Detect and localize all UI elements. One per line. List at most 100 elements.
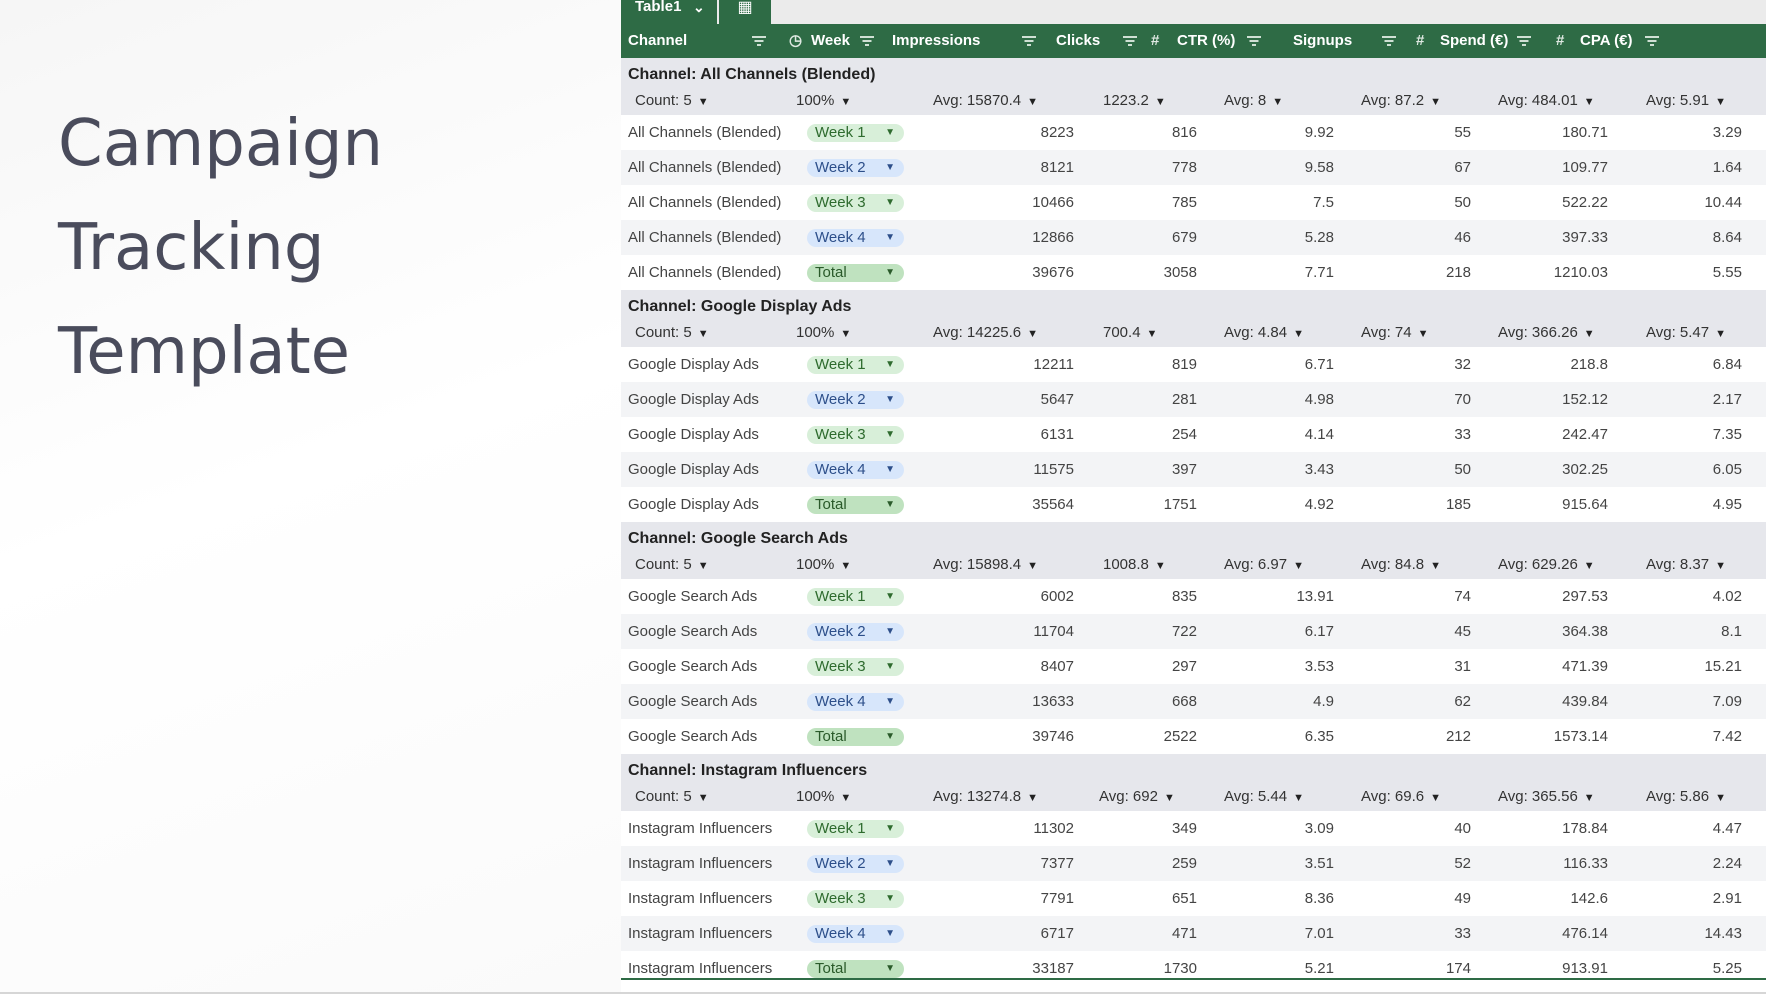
cell-cpa[interactable]: 1.64 (1712, 159, 1742, 176)
cell-spend[interactable]: 302.25 (1562, 461, 1608, 478)
cell-cpa[interactable]: 8.64 (1712, 229, 1742, 246)
week-select[interactable]: Total ▼ (807, 496, 904, 514)
cell-ctr[interactable]: 3.43 (1304, 461, 1334, 478)
cell-channel[interactable]: Instagram Influencers (628, 960, 773, 977)
summary-cpa[interactable]: Avg: 5.86 ▼ (1646, 788, 1726, 805)
summary-spend[interactable]: Avg: 484.01 ▼ (1498, 92, 1595, 109)
summary-clicks[interactable]: 1223.2 ▼ (1103, 92, 1166, 109)
cell-ctr[interactable]: 4.98 (1304, 391, 1334, 408)
column-header-signups[interactable]: Signups (1281, 24, 1407, 58)
summary-week[interactable]: 100% ▼ (796, 92, 852, 109)
cell-clicks[interactable]: 651 (1171, 890, 1197, 907)
week-select[interactable]: Week 2 ▼ (807, 855, 904, 873)
cell-spend[interactable]: 397.33 (1562, 229, 1608, 246)
cell-signups[interactable]: 33 (1454, 426, 1471, 443)
filter-icon[interactable] (1123, 36, 1137, 46)
cell-spend[interactable]: 152.12 (1562, 391, 1608, 408)
cell-signups[interactable]: 50 (1454, 461, 1471, 478)
cell-signups[interactable]: 31 (1454, 658, 1471, 675)
cell-cpa[interactable]: 5.55 (1712, 264, 1742, 281)
cell-impressions[interactable]: 11302 (1033, 820, 1074, 837)
summary-impressions[interactable]: Avg: 15870.4 ▼ (933, 92, 1039, 109)
summary-week[interactable]: 100% ▼ (796, 324, 852, 341)
cell-cpa[interactable]: 10.44 (1704, 194, 1742, 211)
summary-signups[interactable]: Avg: 74 ▼ (1361, 324, 1429, 341)
cell-cpa[interactable]: 8.1 (1721, 623, 1742, 640)
cell-spend[interactable]: 364.38 (1562, 623, 1608, 640)
cell-channel[interactable]: Google Display Ads (628, 426, 759, 443)
cell-spend[interactable]: 913.91 (1562, 960, 1608, 977)
cell-spend[interactable]: 142.6 (1570, 890, 1608, 907)
summary-count[interactable]: Count: 5 ▼ (635, 92, 709, 109)
cell-impressions[interactable]: 39746 (1032, 728, 1074, 745)
week-select[interactable]: Total ▼ (807, 960, 904, 978)
cell-channel[interactable]: Google Display Ads (628, 496, 759, 513)
cell-clicks[interactable]: 722 (1171, 623, 1197, 640)
cell-impressions[interactable]: 8121 (1040, 159, 1074, 176)
cell-clicks[interactable]: 835 (1171, 588, 1197, 605)
cell-impressions[interactable]: 13633 (1032, 693, 1074, 710)
summary-clicks[interactable]: 700.4 ▼ (1103, 324, 1158, 341)
cell-clicks[interactable]: 254 (1171, 426, 1197, 443)
cell-ctr[interactable]: 4.92 (1304, 496, 1334, 513)
cell-signups[interactable]: 218 (1445, 264, 1471, 281)
week-select[interactable]: Week 2 ▼ (807, 391, 904, 409)
column-header-spend[interactable]: # Spend (€) (1407, 24, 1544, 58)
table-row[interactable]: Google Search Ads Week 4 ▼ 13633 668 4.9 … (621, 684, 1766, 719)
week-select[interactable]: Week 1 ▼ (807, 124, 904, 142)
cell-signups[interactable]: 55 (1454, 124, 1471, 141)
cell-spend[interactable]: 297.53 (1562, 588, 1608, 605)
cell-impressions[interactable]: 11575 (1033, 461, 1074, 478)
group-header[interactable]: Channel: Instagram Influencers Count: 5 ▼… (621, 754, 1766, 811)
cell-signups[interactable]: 174 (1445, 960, 1471, 977)
summary-week[interactable]: 100% ▼ (796, 556, 852, 573)
summary-spend[interactable]: Avg: 629.26 ▼ (1498, 556, 1595, 573)
week-select[interactable]: Week 3 ▼ (807, 890, 904, 908)
filter-icon[interactable] (1247, 36, 1261, 46)
table-row[interactable]: All Channels (Blended) Total ▼ 39676 3058… (621, 255, 1766, 290)
cell-signups[interactable]: 62 (1454, 693, 1471, 710)
week-select[interactable]: Week 2 ▼ (807, 159, 904, 177)
group-header[interactable]: Channel: Google Search Ads Count: 5 ▼ 100… (621, 522, 1766, 579)
week-select[interactable]: Week 3 ▼ (807, 658, 904, 676)
cell-spend[interactable]: 242.47 (1562, 426, 1608, 443)
summary-signups[interactable]: Avg: 87.2 ▼ (1361, 92, 1441, 109)
cell-impressions[interactable]: 7791 (1040, 890, 1074, 907)
cell-cpa[interactable]: 4.02 (1712, 588, 1742, 605)
cell-channel[interactable]: Instagram Influencers (628, 890, 773, 907)
week-select[interactable]: Week 1 ▼ (807, 820, 904, 838)
cell-cpa[interactable]: 14.43 (1704, 925, 1742, 942)
cell-impressions[interactable]: 6002 (1040, 588, 1074, 605)
cell-signups[interactable]: 32 (1454, 356, 1471, 373)
week-select[interactable]: Week 3 ▼ (807, 426, 904, 444)
cell-cpa[interactable]: 4.47 (1712, 820, 1742, 837)
filter-icon[interactable] (1645, 36, 1659, 46)
tab-table1[interactable]: Table1 ⌄ (621, 0, 717, 24)
table-row[interactable]: Google Display Ads Week 1 ▼ 12211 819 6.7… (621, 347, 1766, 382)
cell-ctr[interactable]: 9.58 (1304, 159, 1334, 176)
cell-ctr[interactable]: 3.09 (1304, 820, 1334, 837)
column-header-cpa[interactable]: # CPA (€) (1544, 24, 1766, 58)
cell-cpa[interactable]: 7.35 (1712, 426, 1742, 443)
week-select[interactable]: Total ▼ (807, 728, 904, 746)
cell-signups[interactable]: 74 (1454, 588, 1471, 605)
cell-channel[interactable]: All Channels (Blended) (628, 159, 782, 176)
cell-spend[interactable]: 218.8 (1570, 356, 1608, 373)
cell-clicks[interactable]: 1751 (1163, 496, 1197, 513)
cell-impressions[interactable]: 5647 (1040, 391, 1074, 408)
summary-week[interactable]: 100% ▼ (796, 788, 852, 805)
cell-clicks[interactable]: 297 (1171, 658, 1197, 675)
group-header[interactable]: Channel: Google Display Ads Count: 5 ▼ 10… (621, 290, 1766, 347)
table-row[interactable]: Google Display Ads Total ▼ 35564 1751 4.9… (621, 487, 1766, 522)
cell-impressions[interactable]: 33187 (1032, 960, 1074, 977)
cell-ctr[interactable]: 6.71 (1304, 356, 1334, 373)
cell-channel[interactable]: Google Search Ads (628, 588, 758, 605)
cell-ctr[interactable]: 8.36 (1304, 890, 1334, 907)
cell-spend[interactable]: 915.64 (1562, 496, 1608, 513)
column-header-channel[interactable]: Channel (621, 24, 781, 58)
cell-ctr[interactable]: 4.14 (1304, 426, 1334, 443)
week-select[interactable]: Total ▼ (807, 264, 904, 282)
cell-clicks[interactable]: 785 (1171, 194, 1197, 211)
cell-impressions[interactable]: 10466 (1032, 194, 1074, 211)
cell-clicks[interactable]: 3058 (1163, 264, 1197, 281)
